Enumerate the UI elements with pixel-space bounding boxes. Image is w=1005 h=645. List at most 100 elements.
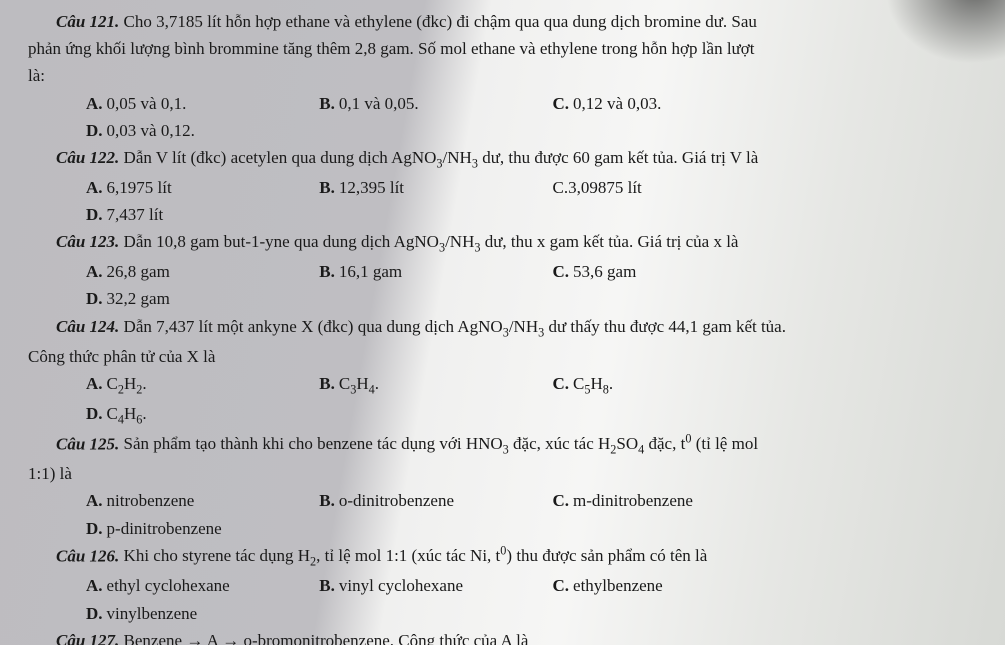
q121-options: A.0,05 và 0,1. B.0,1 và 0,05. C.0,12 và … — [28, 90, 987, 144]
q121-b-text: 0,1 và 0,05. — [339, 90, 419, 117]
q123-d-text: 32,2 gam — [107, 285, 170, 312]
seg: . — [142, 374, 146, 393]
q124-opt-c: C.C5H8. — [553, 370, 778, 400]
seg: , tỉ lệ mol 1:1 (xúc tác Ni, t — [316, 546, 500, 565]
q126-opt-d: D.vinylbenzene — [86, 600, 311, 627]
q122-head: Câu 122. — [56, 148, 119, 167]
q123-opt-b: B.16,1 gam — [319, 258, 544, 285]
q122-opt-c: C.3,09875 lít — [553, 174, 778, 201]
q121-c-text: 0,12 và 0,03. — [573, 90, 661, 117]
seg: Khi cho styrene tác dụng H — [124, 546, 310, 565]
q126-options: A.ethyl cyclohexane B.vinyl cyclohexane … — [28, 572, 987, 626]
q121-a-text: 0,05 và 0,1. — [107, 90, 187, 117]
label-c: C. — [553, 572, 570, 599]
q121-opt-c: C.0,12 và 0,03. — [553, 90, 778, 117]
q122: Câu 122. Dẫn V lít (đkc) acetylen qua du… — [28, 144, 987, 228]
label-d: D. — [86, 400, 103, 427]
q123-c-text: 53,6 gam — [573, 258, 636, 285]
label-c: C. — [553, 90, 570, 117]
q126-head: Câu 126. — [56, 546, 119, 565]
q125-a-text: nitrobenzene — [107, 487, 195, 514]
exam-page: { "q121": { "head": "Câu 121.", "line1_a… — [0, 0, 1005, 645]
seg: đặc, xúc tác H — [509, 434, 610, 453]
label-a: A. — [86, 370, 103, 397]
seg: H — [124, 404, 136, 423]
q121-text1: Cho 3,7185 lít hỗn hợp ethane và ethylen… — [124, 12, 757, 31]
seg: C — [107, 374, 118, 393]
q121-opt-a: A.0,05 và 0,1. — [86, 90, 311, 117]
q121: Câu 121. Cho 3,7185 lít hỗn hợp ethane v… — [28, 8, 987, 144]
seg: H — [356, 374, 368, 393]
label-a: A. — [86, 90, 103, 117]
q121-head: Câu 121. — [56, 12, 119, 31]
label-d: D. — [86, 117, 103, 144]
seg: . — [609, 374, 613, 393]
q125-opt-a: A.nitrobenzene — [86, 487, 311, 514]
seg: (tỉ lệ mol — [691, 434, 758, 453]
q126-opt-c: C.ethylbenzene — [553, 572, 778, 599]
q124-text: Dẫn 7,437 lít một ankyne X (đkc) qua dun… — [124, 317, 786, 336]
q125-options: A.nitrobenzene B.o-dinitrobenzene C.m-di… — [28, 487, 987, 541]
q123-t-a: Dẫn 10,8 gam but-1-yne qua dung dịch AgN… — [124, 232, 439, 251]
q124-head: Câu 124. — [56, 317, 119, 336]
label-b: B. — [319, 174, 335, 201]
seg: Sản phẩm tạo thành khi cho benzene tác d… — [124, 434, 503, 453]
q123-t-b: /NH — [445, 232, 474, 251]
q124-c-text: C5H8. — [573, 370, 613, 400]
q122-a-text: 6,1975 lít — [107, 174, 172, 201]
q123-text: Dẫn 10,8 gam but-1-yne qua dung dịch AgN… — [124, 232, 739, 251]
q123: Câu 123. Dẫn 10,8 gam but-1-yne qua dung… — [28, 228, 987, 312]
q126-b-text: vinyl cyclohexane — [339, 572, 463, 599]
q127: Câu 127. Benzene → A → o-bromonitrobenze… — [28, 627, 987, 645]
seg: C — [107, 404, 118, 423]
q123-head: Câu 123. — [56, 232, 119, 251]
label-d: D. — [86, 515, 103, 542]
q126-d-text: vinylbenzene — [107, 600, 198, 627]
q123-opt-a: A.26,8 gam — [86, 258, 311, 285]
q124-options: A.C2H2. B.C3H4. C.C5H8. D.C4H6. — [28, 370, 987, 430]
q124-line1: Câu 124. Dẫn 7,437 lít một ankyne X (đkc… — [28, 313, 987, 343]
q122-t-c: dư, thu được 60 gam kết tủa. Giá trị V l… — [478, 148, 758, 167]
q126-line: Câu 126. Khi cho styrene tác dụng H2, tỉ… — [28, 542, 987, 573]
q122-b-text: 12,395 lít — [339, 174, 404, 201]
label-d: D. — [86, 600, 103, 627]
q124-line2: Công thức phân tử của X là — [28, 343, 987, 370]
q123-opt-d: D.32,2 gam — [86, 285, 311, 312]
q122-options: A.6,1975 lít B.12,395 lít C.3,09875 lít … — [28, 174, 987, 228]
label-c: C. — [553, 370, 570, 397]
q125-d-text: p-dinitrobenzene — [107, 515, 222, 542]
q124-opt-d: D.C4H6. — [86, 400, 311, 430]
q126-opt-a: A.ethyl cyclohexane — [86, 572, 311, 599]
label-b: B. — [319, 90, 335, 117]
q122-opt-d: D.7,437 lít — [86, 201, 311, 228]
label-c: C. — [553, 258, 570, 285]
q126: Câu 126. Khi cho styrene tác dụng H2, tỉ… — [28, 542, 987, 627]
q124: Câu 124. Dẫn 7,437 lít một ankyne X (đkc… — [28, 313, 987, 430]
q123-a-text: 26,8 gam — [107, 258, 170, 285]
q121-opt-b: B.0,1 và 0,05. — [319, 90, 544, 117]
q124-opt-b: B.C3H4. — [319, 370, 544, 400]
q124-b-text: C3H4. — [339, 370, 379, 400]
q125-b-text: o-dinitrobenzene — [339, 487, 454, 514]
q125-c-text: m-dinitrobenzene — [573, 487, 693, 514]
label-a: A. — [86, 258, 103, 285]
q122-opt-a: A.6,1975 lít — [86, 174, 311, 201]
seg: C — [573, 374, 584, 393]
q125: Câu 125. Sản phẩm tạo thành khi cho benz… — [28, 430, 987, 542]
q121-d-text: 0,03 và 0,12. — [107, 117, 195, 144]
q125-opt-c: C.m-dinitrobenzene — [553, 487, 778, 514]
label-d: D. — [86, 201, 103, 228]
q122-c-text: 3,09875 lít — [568, 174, 642, 201]
q125-line2: 1:1) là — [28, 460, 987, 487]
seg: . — [142, 404, 146, 423]
label-a: A. — [86, 572, 103, 599]
q126-c-text: ethylbenzene — [573, 572, 663, 599]
q121-opt-d: D.0,03 và 0,12. — [86, 117, 311, 144]
q122-line: Câu 122. Dẫn V lít (đkc) acetylen qua du… — [28, 144, 987, 174]
label-a: A. — [86, 487, 103, 514]
q122-t-b: /NH — [443, 148, 472, 167]
q124-t-b: /NH — [509, 317, 538, 336]
label-c: C. — [553, 487, 570, 514]
label-b: B. — [319, 370, 335, 397]
seg: đặc, t — [644, 434, 685, 453]
